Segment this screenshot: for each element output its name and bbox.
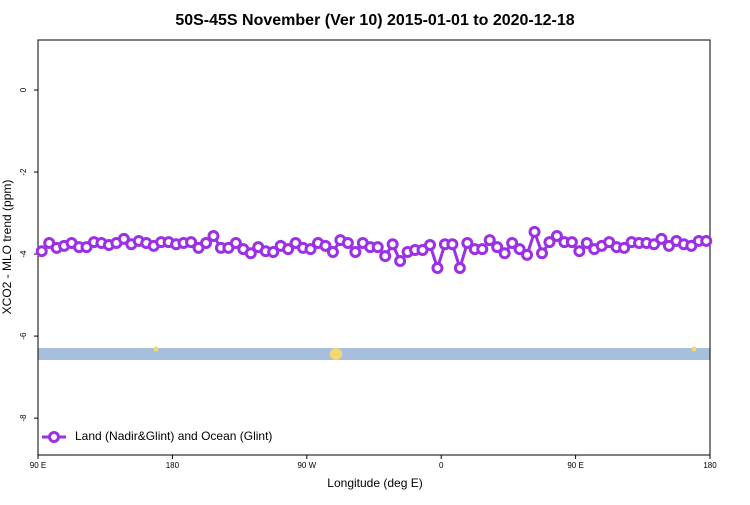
x-tick-label: 90 W (297, 461, 316, 470)
legend-marker (48, 431, 60, 443)
legend: Land (Nadir&Glint) and Ocean (Glint) (42, 429, 272, 443)
data-point (543, 236, 556, 249)
data-point (573, 245, 586, 258)
data-point (453, 262, 466, 275)
data-point (513, 243, 526, 256)
data-point (648, 238, 660, 251)
data-point (536, 247, 548, 260)
data-point (394, 255, 407, 268)
data-point (200, 236, 212, 249)
data-point (304, 243, 317, 256)
x-axis-label: Longitude (deg E) (327, 476, 422, 490)
data-point (618, 241, 631, 254)
sun-marker (330, 348, 342, 360)
data-point (229, 236, 242, 249)
y-tick-label: -2 (19, 168, 28, 176)
sun-marker (691, 346, 697, 352)
data-point (349, 246, 362, 259)
data-point (386, 238, 399, 251)
data-point (528, 225, 541, 238)
data-point (700, 234, 713, 247)
data-point (267, 246, 280, 259)
x-tick-label: 0 (439, 461, 444, 470)
data-point (565, 236, 578, 249)
data-point (371, 241, 384, 254)
data-point (550, 230, 563, 243)
data-point (446, 238, 459, 251)
data-point (580, 236, 593, 249)
y-axis-label: XCO2 - MLO trend (ppm) (0, 180, 14, 315)
data-point (483, 234, 496, 247)
data-point (506, 236, 519, 249)
data-point (244, 247, 257, 260)
data-point (35, 245, 48, 258)
data-point (431, 262, 444, 275)
x-tick-label: 180 (703, 461, 717, 470)
data-point (491, 241, 504, 254)
sun-marker (153, 346, 159, 352)
x-tick-label: 180 (166, 461, 180, 470)
data-point (461, 236, 474, 249)
data-point (521, 248, 534, 261)
data-point (424, 239, 436, 252)
x-tick-label: 90 E (567, 461, 583, 470)
data-point (379, 250, 392, 263)
data-point (117, 232, 130, 245)
data-point (282, 243, 295, 256)
data-point (476, 243, 489, 256)
data-point (185, 236, 198, 249)
data-point (326, 246, 339, 259)
y-tick-label: -8 (19, 414, 28, 422)
x-tick-label: 90 E (30, 461, 46, 470)
ocean-band (38, 348, 710, 360)
data-point (319, 239, 332, 252)
data-point (207, 230, 220, 243)
data-point (655, 232, 668, 245)
y-tick-label: -4 (19, 250, 28, 258)
legend-label: Land (Nadir&Glint) and Ocean (Glint) (75, 429, 272, 443)
data-point (498, 247, 511, 260)
chart-title: 50S-45S November (Ver 10) 2015-01-01 to … (175, 12, 574, 29)
y-tick-label: -6 (19, 332, 28, 340)
data-point (341, 236, 354, 249)
y-tick-label: 0 (19, 87, 28, 92)
